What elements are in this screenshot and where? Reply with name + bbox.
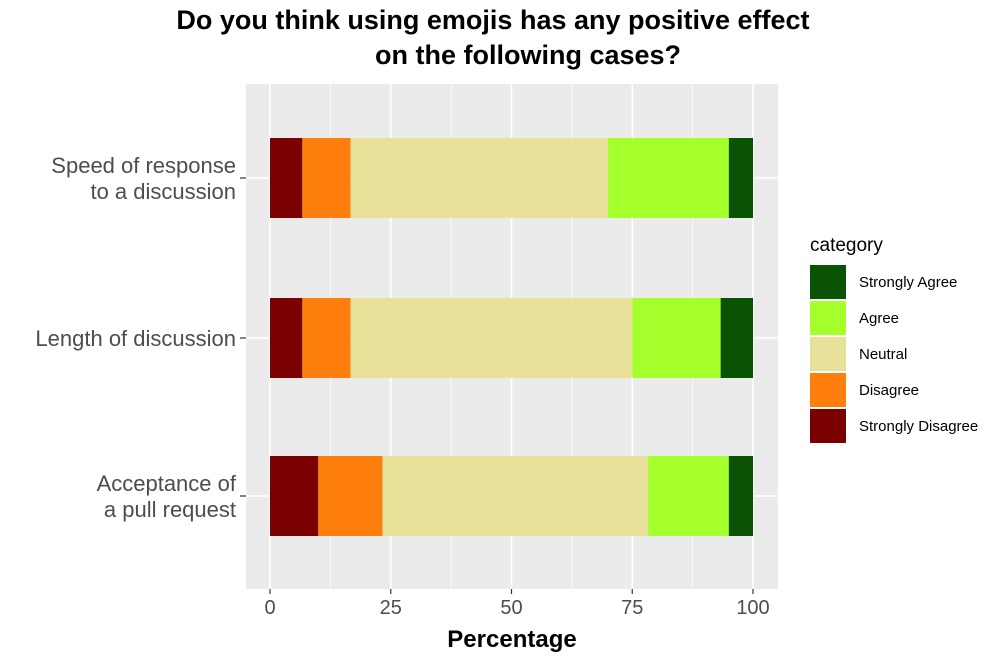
bar-segment xyxy=(648,456,729,536)
chart-title-line: on the following cases? xyxy=(375,40,681,70)
x-tick-label: 25 xyxy=(380,597,402,619)
x-tick-label: 75 xyxy=(621,597,643,619)
legend-swatch xyxy=(810,373,846,407)
legend-swatch xyxy=(810,265,846,299)
bar-segment xyxy=(382,456,649,536)
y-tick-label: a pull request xyxy=(104,497,236,522)
bar-segment xyxy=(302,138,351,218)
bar-segment xyxy=(632,298,721,378)
bars xyxy=(270,138,753,536)
y-tick-label: to a discussion xyxy=(90,179,236,204)
bar-segment xyxy=(720,298,753,378)
legend-label: Neutral xyxy=(859,346,907,363)
bar-segment xyxy=(270,138,303,218)
legend: category Strongly Agree Agree Neutral Disag… xyxy=(810,235,978,443)
bar-segment xyxy=(728,138,753,218)
x-tick-label: 50 xyxy=(500,597,522,619)
y-tick-label: Speed of response xyxy=(51,153,236,178)
x-axis-ticks: 0 25 50 75 100 xyxy=(264,589,770,619)
y-tick-label: Acceptance of xyxy=(97,471,237,496)
legend-label: Strongly Disagree xyxy=(859,418,978,435)
x-axis-label: Percentage xyxy=(447,626,576,653)
bar-segment xyxy=(608,138,729,218)
chart-title-line: Do you think using emojis has any positi… xyxy=(176,5,809,35)
legend-title: category xyxy=(810,235,883,256)
bar-segment xyxy=(270,298,303,378)
chart-title: Do you think using emojis has any positi… xyxy=(176,5,809,70)
legend-label: Strongly Agree xyxy=(859,274,957,291)
y-tick-label: Length of discussion xyxy=(35,326,236,351)
bar-segment xyxy=(350,298,633,378)
x-tick-label: 0 xyxy=(264,597,275,619)
bar-segment xyxy=(350,138,609,218)
bar-segment xyxy=(728,456,753,536)
legend-swatch xyxy=(810,301,846,335)
x-tick-label: 100 xyxy=(736,597,769,619)
legend-label: Agree xyxy=(859,310,899,327)
legend-label: Disagree xyxy=(859,382,919,399)
bar-segment xyxy=(270,456,319,536)
legend-swatch xyxy=(810,409,846,443)
bar-segment xyxy=(318,456,383,536)
legend-swatch xyxy=(810,337,846,371)
bar-segment xyxy=(302,298,351,378)
